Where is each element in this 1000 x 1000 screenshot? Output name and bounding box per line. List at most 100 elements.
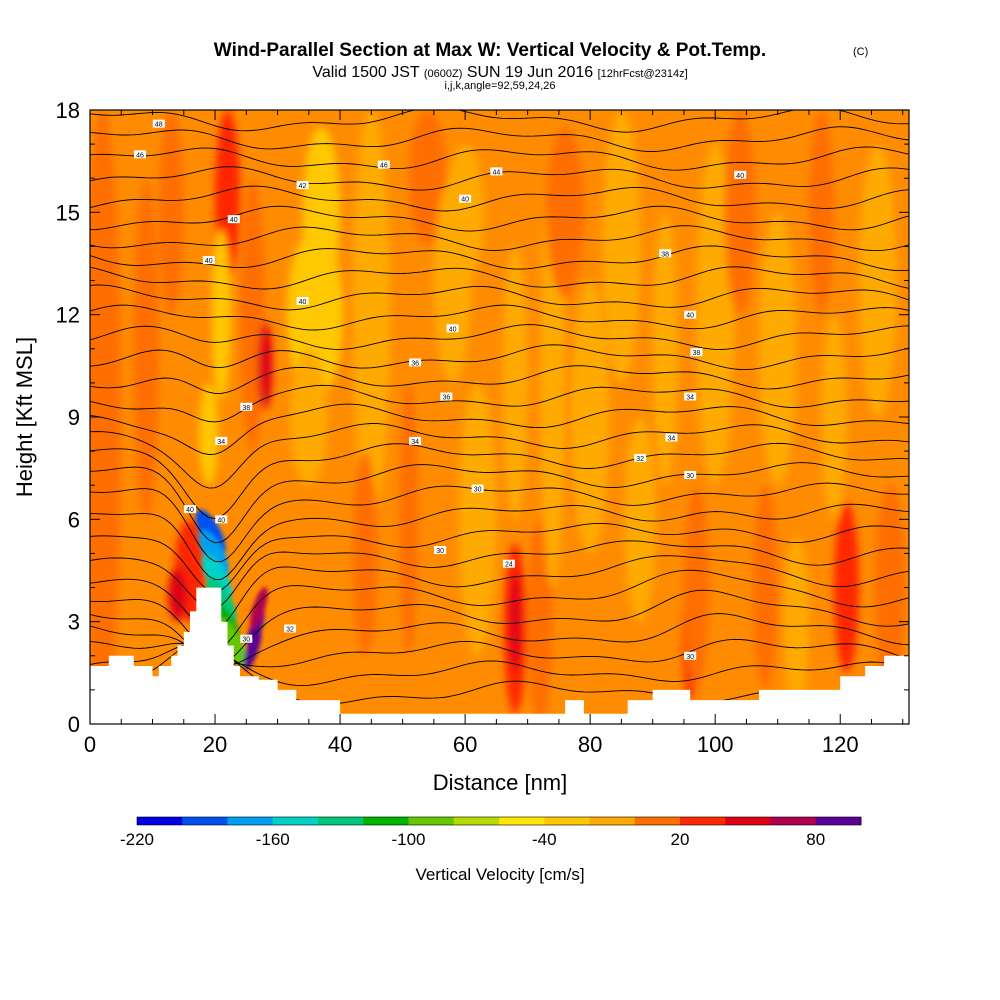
contour-label-text: 40 [736, 173, 744, 180]
contour-label-bg [684, 651, 697, 660]
contour-label: 40 [296, 297, 309, 306]
x-tick-label: 100 [697, 732, 734, 757]
contour-label: 40 [227, 215, 240, 224]
contour-label: 38 [240, 402, 253, 412]
velocity-cell [724, 110, 756, 315]
contour-label-bg [440, 392, 453, 401]
contour-label-text: 40 [186, 507, 194, 514]
contour-label-text: 32 [286, 626, 294, 633]
contour-label: 30 [684, 651, 697, 661]
velocity-cell [527, 519, 553, 724]
velocity-cell [752, 485, 778, 690]
velocity-cell [502, 246, 528, 520]
contour-label: 40 [734, 170, 747, 180]
contour-label-bg [490, 167, 503, 176]
contour-label-bg [690, 348, 703, 357]
contour-label-bg [734, 170, 747, 179]
contour-label-bg [215, 515, 228, 524]
contour-label-bg [659, 249, 672, 258]
colorbar-tick-label: -100 [391, 830, 425, 849]
contour-label-bg [471, 484, 484, 493]
colorbar-swatch [680, 817, 726, 825]
contour-label-bg [240, 634, 253, 643]
y-tick-label: 12 [56, 303, 80, 328]
chart-title: Wind-Parallel Section at Max W: Vertical… [214, 40, 766, 61]
x-tick-label: 80 [578, 732, 602, 757]
theta-contour-line [90, 185, 909, 212]
contour-label-text: 32 [636, 456, 644, 463]
velocity-cell [821, 314, 847, 520]
contour-label-bg [502, 559, 515, 568]
contour-label: 38 [690, 348, 703, 357]
contour-label: 36 [409, 358, 422, 367]
velocity-cell [211, 229, 231, 400]
velocity-cell [874, 485, 906, 690]
theta-contour-line [90, 205, 909, 232]
subtitle-utc: (0600Z) [424, 68, 463, 80]
x-tick-label: 40 [328, 732, 352, 757]
contour-label: 30 [434, 546, 447, 555]
contour-label-text: 36 [442, 395, 450, 402]
contour-label-bg [284, 624, 297, 633]
velocity-cell [158, 110, 184, 315]
plot-area: 48 46 46 44 40 42 40 40 40 38 40 40 40 38 36 36 34 38 34 34… [90, 110, 909, 724]
contour-label: 44 [490, 167, 503, 176]
copyright-mark: (C) [853, 46, 868, 58]
x-tick-label: 60 [453, 732, 477, 757]
colorbar-swatch [770, 817, 817, 825]
contour-label-bg [446, 324, 459, 333]
velocity-cell [399, 382, 419, 656]
theta-contour-line [90, 555, 909, 632]
contour-label: 40 [215, 515, 228, 524]
chart-subtitle: Valid 1500 JST (0600Z) SUN 19 Jun 2016 [… [312, 64, 687, 81]
theta-contour-line [90, 540, 909, 610]
velocity-cell [696, 144, 734, 486]
contour-label: 32 [634, 453, 647, 463]
velocity-cell [199, 382, 219, 486]
contour-label-text: 30 [686, 654, 694, 661]
contour-label-bg [634, 453, 647, 462]
theta-contour-line [90, 384, 909, 423]
velocity-cell [602, 110, 641, 383]
colorbar: -220 -160 -100 -40 20 80 [120, 816, 862, 849]
y-tick-label: 15 [56, 200, 80, 225]
y-tick-label: 18 [56, 98, 80, 123]
contour-label: 48 [152, 119, 165, 129]
theta-contour-line [90, 503, 909, 581]
contour-label-text: 46 [380, 163, 388, 170]
colorbar-tick-label: -40 [532, 830, 557, 849]
theta-contour-line [90, 126, 909, 152]
velocity-cell [446, 144, 484, 281]
colorbar-swatch [182, 817, 228, 825]
velocity-cell [546, 127, 584, 298]
contour-label: 40 [202, 256, 215, 265]
theta-contour-line [90, 146, 909, 171]
colorbar-tick-label: 20 [671, 830, 690, 849]
colorbar-tick-label: -220 [120, 830, 154, 849]
contour-label: 40 [459, 194, 472, 204]
subtitle-date: SUN 19 Jun 2016 [467, 64, 593, 81]
colorbar-swatch [318, 817, 364, 825]
contour-label: 34 [215, 436, 228, 446]
contour-label-text: 34 [217, 439, 225, 446]
contour-label-bg [184, 505, 197, 514]
velocity-cell [508, 570, 522, 673]
colorbar-swatch [363, 817, 409, 825]
contour-label-text: 40 [230, 217, 238, 224]
contour-label-bg [134, 150, 147, 159]
x-axis: 0 20 40 60 80 100 120 [84, 110, 904, 757]
colorbar-swatch [589, 817, 636, 825]
colorbar-swatch [815, 817, 862, 825]
contour-label: 30 [471, 484, 484, 494]
contour-label-text: 44 [492, 169, 500, 176]
contour-label-text: 48 [155, 122, 163, 129]
contour-label-bg [409, 436, 422, 445]
colorbar-swatch [544, 817, 590, 825]
colorbar-swatch [634, 817, 681, 825]
theta-contour-line [90, 482, 909, 563]
contour-label: 34 [409, 436, 422, 446]
theta-contour-line [90, 423, 909, 489]
contour-label-text: 36 [411, 360, 419, 367]
